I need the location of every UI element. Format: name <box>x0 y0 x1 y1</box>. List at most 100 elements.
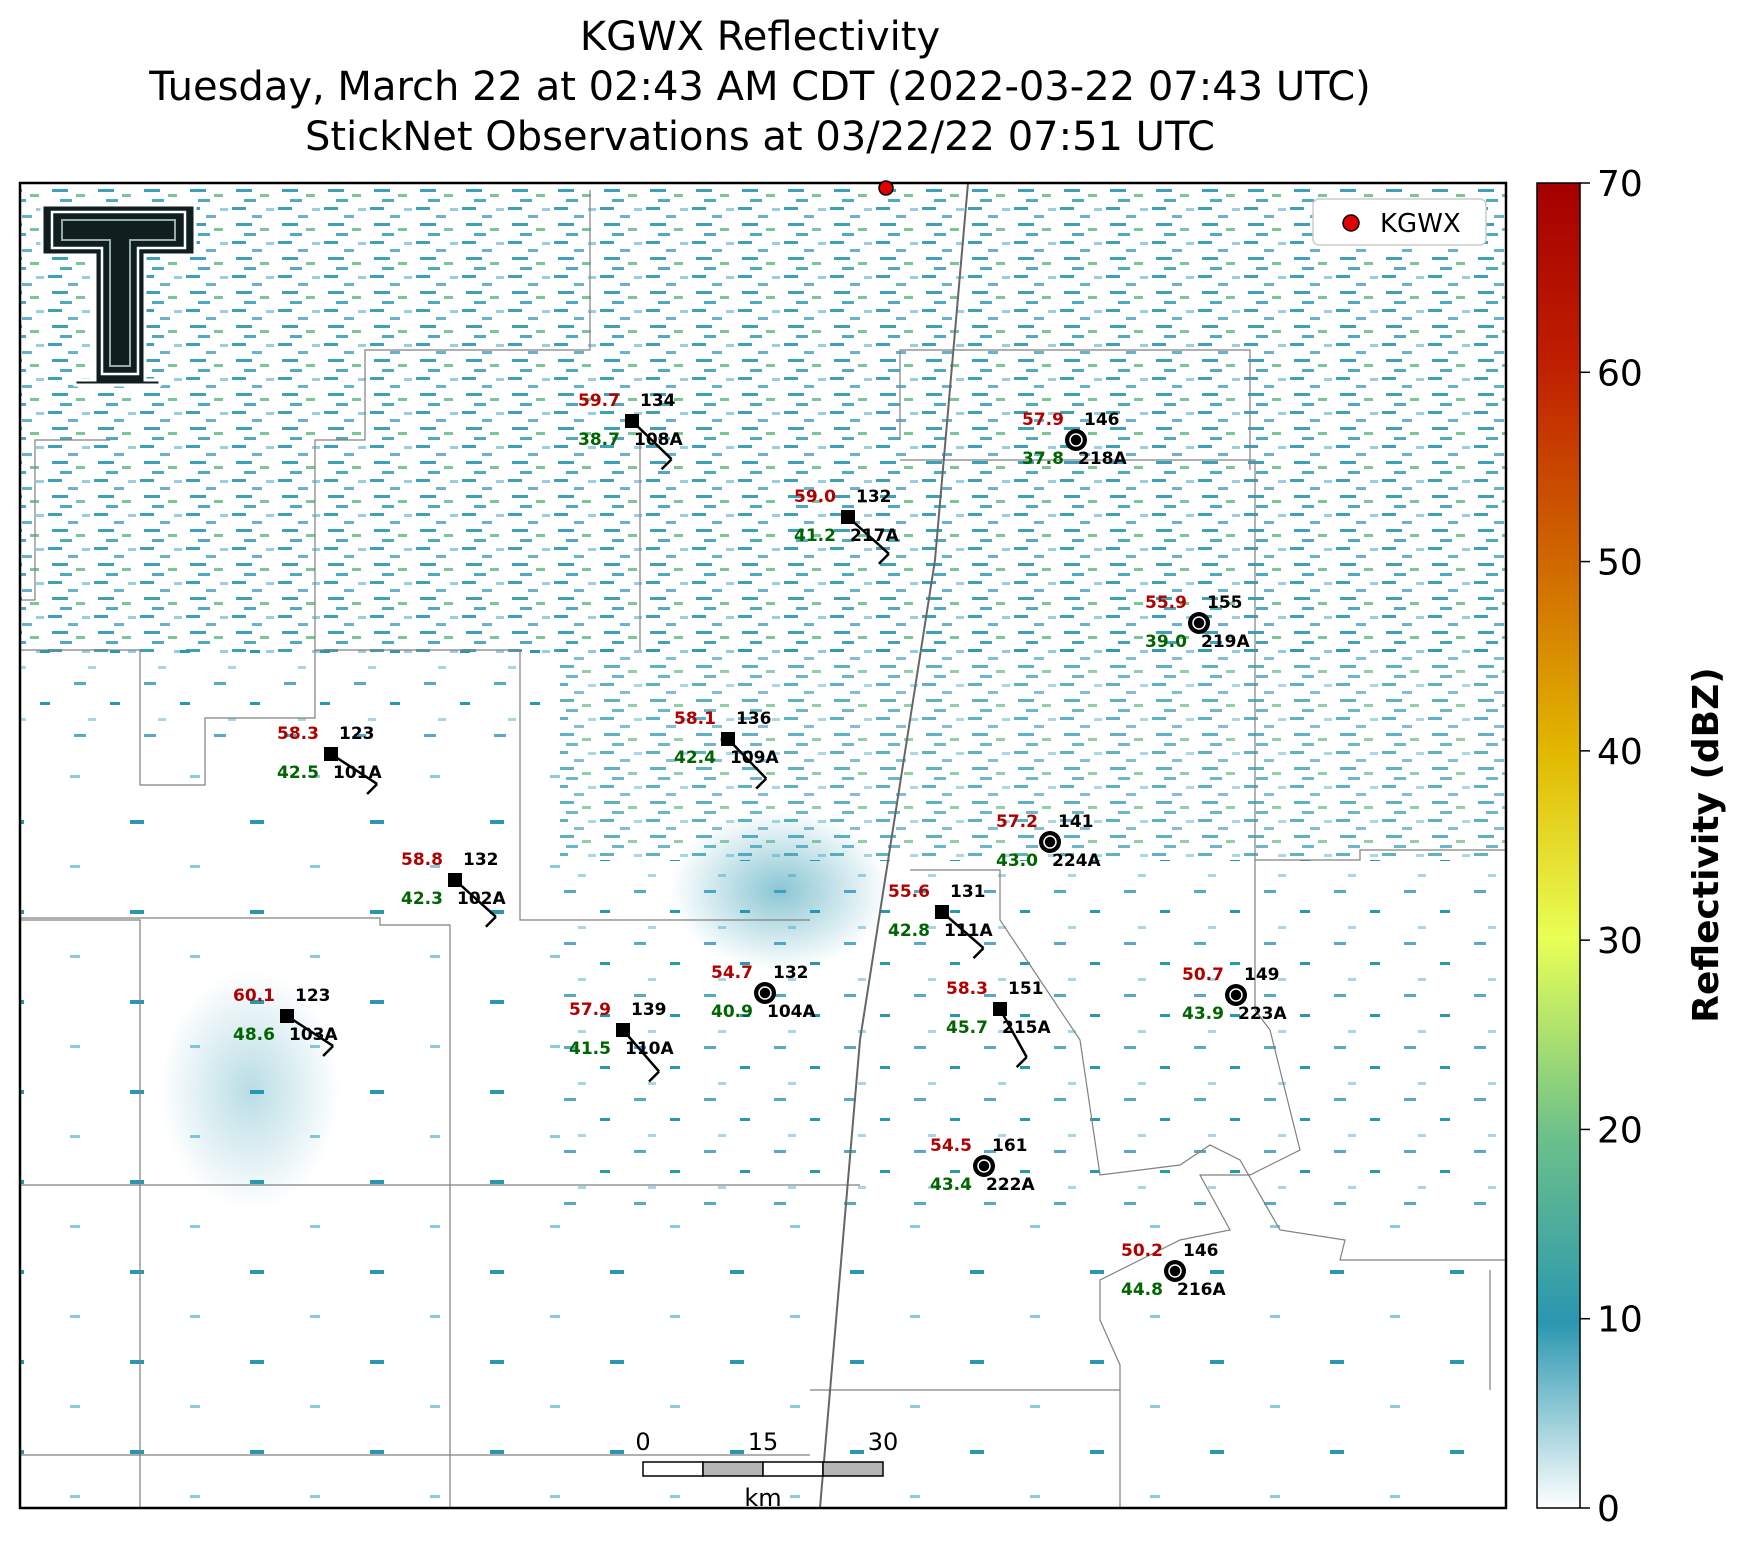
station-id: 218A <box>1078 449 1127 469</box>
title-line-2: Tuesday, March 22 at 02:43 AM CDT (2022-… <box>149 64 1371 110</box>
station-wind-direction: 139 <box>631 1000 667 1020</box>
station-111a[interactable]: 55.6 131 42.8 111A <box>888 882 993 959</box>
station-wind-direction: 141 <box>1058 812 1094 832</box>
station-109a[interactable]: 58.1 136 42.4 109A <box>674 709 779 790</box>
station-wind-direction: 132 <box>773 963 809 983</box>
wind-barb-flag <box>484 915 497 928</box>
station-110a[interactable]: 57.9 139 41.5 110A <box>569 1000 674 1083</box>
station-wind-direction: 146 <box>1084 410 1120 430</box>
station-square-marker <box>721 732 735 746</box>
station-circle-marker <box>973 1155 995 1177</box>
station-id: 223A <box>1238 1004 1287 1024</box>
station-temperature: 58.3 <box>277 724 319 744</box>
station-id: 109A <box>730 748 779 768</box>
station-215a[interactable]: 58.3 151 45.7 215A <box>946 979 1051 1068</box>
station-circle-marker <box>1164 1260 1186 1282</box>
station-circle-marker <box>1225 984 1247 1006</box>
station-id: 224A <box>1052 851 1101 871</box>
station-dewpoint: 42.4 <box>674 748 716 768</box>
title-line-3: StickNet Observations at 03/22/22 07:51 … <box>305 114 1215 160</box>
station-222a[interactable]: 54.5 161 43.4 222A <box>930 1136 1035 1195</box>
wind-barb-flag <box>366 783 379 795</box>
station-id: 111A <box>944 921 993 941</box>
colorbar-tick-label: 60 <box>1597 353 1643 394</box>
station-218a[interactable]: 57.9 146 37.8 218A <box>1022 410 1127 469</box>
stations-layer: 59.7 134 38.7 108A 59.0 132 41.2 217A 57.9 146 37.… <box>233 391 1287 1300</box>
station-square-marker <box>841 510 855 524</box>
station-id: 110A <box>625 1039 674 1059</box>
station-dewpoint: 44.8 <box>1121 1280 1163 1300</box>
reflectivity-field <box>20 183 1506 1508</box>
wind-barb-flag <box>322 1045 335 1057</box>
scale-label-0: 0 <box>635 1428 650 1456</box>
station-wind-direction: 132 <box>856 487 892 507</box>
station-circle-ring <box>1168 1264 1182 1278</box>
station-temperature: 57.9 <box>1022 410 1064 430</box>
station-103a[interactable]: 60.1 123 48.6 103A <box>233 986 338 1057</box>
wind-barb-flag <box>972 947 985 959</box>
station-square-marker <box>448 873 462 887</box>
station-dewpoint: 41.2 <box>794 526 836 546</box>
colorbar-tick-label: 70 <box>1597 164 1643 205</box>
station-102a[interactable]: 58.8 132 42.3 102A <box>401 850 506 928</box>
station-temperature: 55.6 <box>888 882 930 902</box>
station-id: 219A <box>1201 632 1250 652</box>
station-224a[interactable]: 57.2 141 43.0 224A <box>996 812 1101 871</box>
station-219a[interactable]: 55.9 155 39.0 219A <box>1145 593 1250 652</box>
station-wind-direction: 136 <box>736 709 772 729</box>
station-wind-direction: 123 <box>295 986 331 1006</box>
wind-barb-flag <box>877 552 890 565</box>
station-dewpoint: 38.7 <box>578 430 620 450</box>
texas-tech-logo <box>40 203 197 387</box>
colorbar-tick-label: 20 <box>1597 1110 1643 1151</box>
station-temperature: 60.1 <box>233 986 275 1006</box>
station-circle-marker <box>754 982 776 1004</box>
station-circle-ring <box>1069 433 1083 447</box>
wind-barb-flag <box>648 1070 660 1083</box>
station-217a[interactable]: 59.0 132 41.2 217A <box>794 487 899 565</box>
legend-label: KGWX <box>1380 209 1461 239</box>
station-id: 222A <box>986 1175 1035 1195</box>
station-temperature: 59.0 <box>794 487 836 507</box>
station-wind-direction: 131 <box>950 882 986 902</box>
station-id: 102A <box>457 889 506 909</box>
wind-barb-flag <box>1015 1056 1028 1068</box>
station-circle-marker <box>1039 831 1061 853</box>
station-wind-direction: 149 <box>1244 965 1280 985</box>
wind-barb-staff <box>330 752 378 786</box>
radar-site-marker <box>878 180 894 196</box>
highway-line <box>819 183 969 1508</box>
colorbar-tick-label: 0 <box>1597 1489 1620 1530</box>
station-216a[interactable]: 50.2 146 44.8 216A <box>1121 1241 1226 1300</box>
station-temperature: 54.7 <box>711 963 753 983</box>
station-dewpoint: 39.0 <box>1145 632 1187 652</box>
title-line-1: KGWX Reflectivity <box>579 14 941 60</box>
station-101a[interactable]: 58.3 123 42.5 101A <box>277 724 382 795</box>
station-temperature: 59.7 <box>578 391 620 411</box>
station-dewpoint: 43.0 <box>996 851 1038 871</box>
station-104a[interactable]: 54.7 132 40.9 104A <box>711 963 816 1022</box>
station-id: 108A <box>634 430 683 450</box>
colorbar-tick-label: 40 <box>1597 732 1643 773</box>
station-circle-ring <box>1229 988 1243 1002</box>
station-temperature: 57.9 <box>569 1000 611 1020</box>
colorbar-tick-label: 30 <box>1597 921 1643 962</box>
station-temperature: 55.9 <box>1145 593 1187 613</box>
station-circle-marker <box>1188 612 1210 634</box>
station-id: 101A <box>333 763 382 783</box>
map-legend: KGWX <box>1312 198 1487 246</box>
station-dewpoint: 41.5 <box>569 1039 611 1059</box>
station-dewpoint: 42.5 <box>277 763 319 783</box>
colorbar-tick-label: 50 <box>1597 543 1643 584</box>
station-108a[interactable]: 59.7 134 38.7 108A <box>578 391 683 471</box>
colorbar-tick-label: 10 <box>1597 1300 1643 1341</box>
colorbar-gradient <box>1536 182 1581 1509</box>
wind-barb-staff <box>998 1008 1028 1058</box>
station-temperature: 58.1 <box>674 709 716 729</box>
colorbar: 0 10 20 30 40 50 60 70 Reflectivity (dBZ) <box>1536 164 1727 1530</box>
station-223a[interactable]: 50.7 149 43.9 223A <box>1182 965 1287 1024</box>
station-id: 215A <box>1002 1018 1051 1038</box>
station-wind-direction: 123 <box>339 724 375 744</box>
scale-bar: 0 15 30 km <box>635 1428 898 1512</box>
